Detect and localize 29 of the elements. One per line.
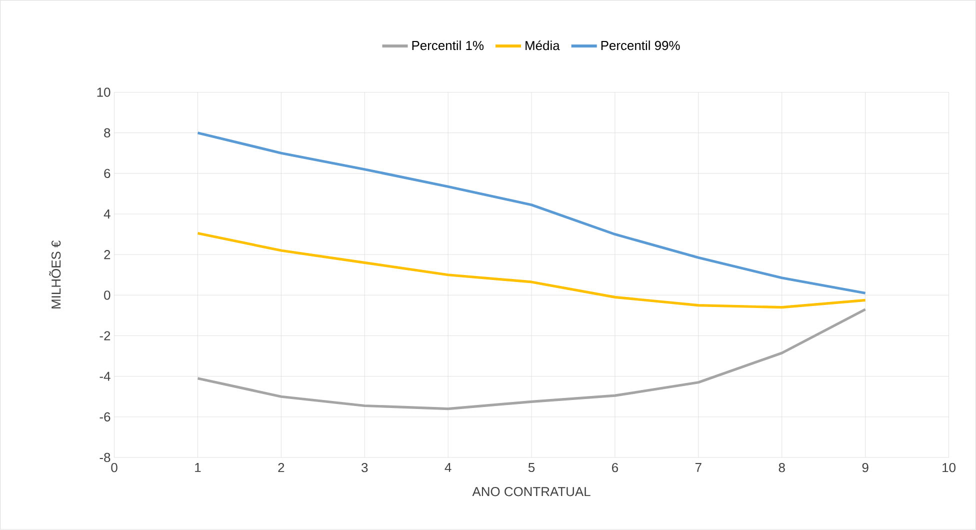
- y-tick-label: -8: [100, 453, 110, 462]
- x-tick-label: 1: [195, 463, 201, 472]
- y-tick-label: 10: [97, 88, 110, 97]
- y-tick-label: -4: [100, 372, 110, 381]
- y-tick-label: 0: [104, 290, 110, 300]
- x-tick-label: 9: [862, 463, 868, 472]
- y-tick-label: -2: [100, 331, 110, 340]
- y-tick-label: 4: [104, 210, 110, 219]
- line-series: [196, 232, 867, 309]
- x-tick-label: 10: [942, 463, 956, 472]
- line-series: [196, 132, 867, 295]
- y-axis-title: MILHÕES €: [49, 240, 61, 309]
- legend-label: Percentil 99%: [601, 40, 680, 50]
- x-tick-label: 4: [444, 463, 452, 472]
- x-tick-label: 5: [528, 463, 535, 472]
- y-tick-label: 8: [104, 128, 110, 138]
- x-tick-label: 3: [362, 463, 368, 472]
- x-tick-label: 2: [278, 463, 284, 472]
- x-tick-label: 8: [778, 463, 785, 472]
- x-tick-label: 6: [612, 463, 618, 472]
- x-tick-label: 0: [111, 463, 118, 472]
- y-tick-label: -6: [100, 412, 110, 422]
- legend-label: Média: [526, 40, 560, 50]
- x-axis-title: ANO CONTRATUAL: [472, 487, 590, 496]
- legend-label: Percentil 1%: [412, 40, 484, 50]
- y-tick-label: 2: [104, 250, 110, 260]
- y-tick-label: 6: [104, 168, 110, 178]
- x-tick-label: 7: [696, 463, 702, 472]
- line-series: [196, 308, 867, 410]
